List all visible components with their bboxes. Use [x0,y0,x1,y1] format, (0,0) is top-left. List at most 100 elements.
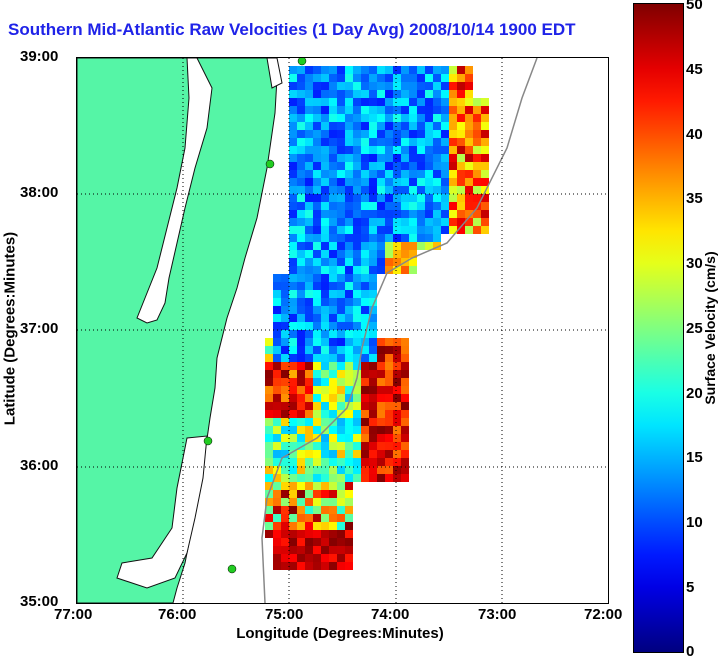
velocity-cell [433,234,441,242]
velocity-cell [337,538,345,546]
velocity-cell [313,210,321,218]
velocity-cell [393,362,401,370]
velocity-cell [369,226,377,234]
velocity-cell [289,202,297,210]
velocity-cell [289,482,297,490]
velocity-cell [289,402,297,410]
velocity-cell [329,186,337,194]
velocity-cell [321,514,329,522]
velocity-cell [337,154,345,162]
velocity-cell [297,498,305,506]
velocity-cell [321,202,329,210]
velocity-cell [297,106,305,114]
velocity-cell [313,538,321,546]
velocity-cell [465,154,473,162]
velocity-cell [313,154,321,162]
velocity-cell [417,210,425,218]
velocity-cell [377,378,385,386]
velocity-cell [281,482,289,490]
velocity-cell [369,466,377,474]
velocity-cell [377,106,385,114]
velocity-cell [409,138,417,146]
velocity-cell [337,258,345,266]
velocity-cell [353,138,361,146]
velocity-cell [369,138,377,146]
velocity-cell [297,226,305,234]
velocity-cell [337,394,345,402]
velocity-cell [361,474,369,482]
velocity-cell [329,426,337,434]
velocity-cell [281,314,289,322]
velocity-cell [289,266,297,274]
velocity-cell [377,362,385,370]
velocity-cell [281,538,289,546]
velocity-cell [401,170,409,178]
velocity-cell [289,146,297,154]
velocity-cell [377,146,385,154]
velocity-cell [345,322,353,330]
velocity-cell [433,74,441,82]
velocity-cell [369,474,377,482]
colorbar-tick: 25 [686,320,703,337]
velocity-cell [313,114,321,122]
velocity-cell [337,490,345,498]
velocity-cell [305,226,313,234]
velocity-cell [289,514,297,522]
velocity-cell [281,298,289,306]
velocity-cell [385,90,393,98]
velocity-cell [305,482,313,490]
velocity-cell [417,202,425,210]
velocity-cell [385,218,393,226]
velocity-cell [457,226,465,234]
velocity-cell [409,146,417,154]
velocity-cell [329,210,337,218]
velocity-cell [449,90,457,98]
velocity-cell [289,498,297,506]
velocity-cell [361,274,369,282]
velocity-cell [273,434,281,442]
velocity-cell [329,66,337,74]
velocity-cell [361,242,369,250]
velocity-cell [265,410,273,418]
velocity-cell [361,122,369,130]
velocity-cell [393,458,401,466]
velocity-cell [401,186,409,194]
velocity-cell [425,82,433,90]
velocity-cell [401,442,409,450]
velocity-cell [401,106,409,114]
velocity-cell [441,130,449,138]
velocity-cell [361,426,369,434]
velocity-cell [289,242,297,250]
velocity-cell [313,170,321,178]
velocity-cell [353,394,361,402]
velocity-cell [361,114,369,122]
velocity-cell [417,66,425,74]
velocity-cell [385,130,393,138]
velocity-cell [457,130,465,138]
velocity-cell [321,162,329,170]
velocity-cell [305,194,313,202]
velocity-cell [321,114,329,122]
colorbar-tick: 0 [686,643,695,660]
velocity-cell [457,154,465,162]
hf-radar-stations [203,58,307,574]
velocity-cell [297,362,305,370]
velocity-cell [385,378,393,386]
velocity-cell [329,482,337,490]
velocity-cell [481,202,489,210]
velocity-cell [297,522,305,530]
velocity-cell [329,338,337,346]
velocity-cell [337,354,345,362]
velocity-cell [473,186,481,194]
velocity-cell [313,362,321,370]
velocity-cell [377,418,385,426]
velocity-cell [401,402,409,410]
velocity-cell [385,410,393,418]
velocity-cell [457,122,465,130]
velocity-cell [329,442,337,450]
velocity-cell [313,546,321,554]
velocity-cell [305,426,313,434]
velocity-cell [345,418,353,426]
velocity-cell [345,210,353,218]
velocity-cell [329,202,337,210]
